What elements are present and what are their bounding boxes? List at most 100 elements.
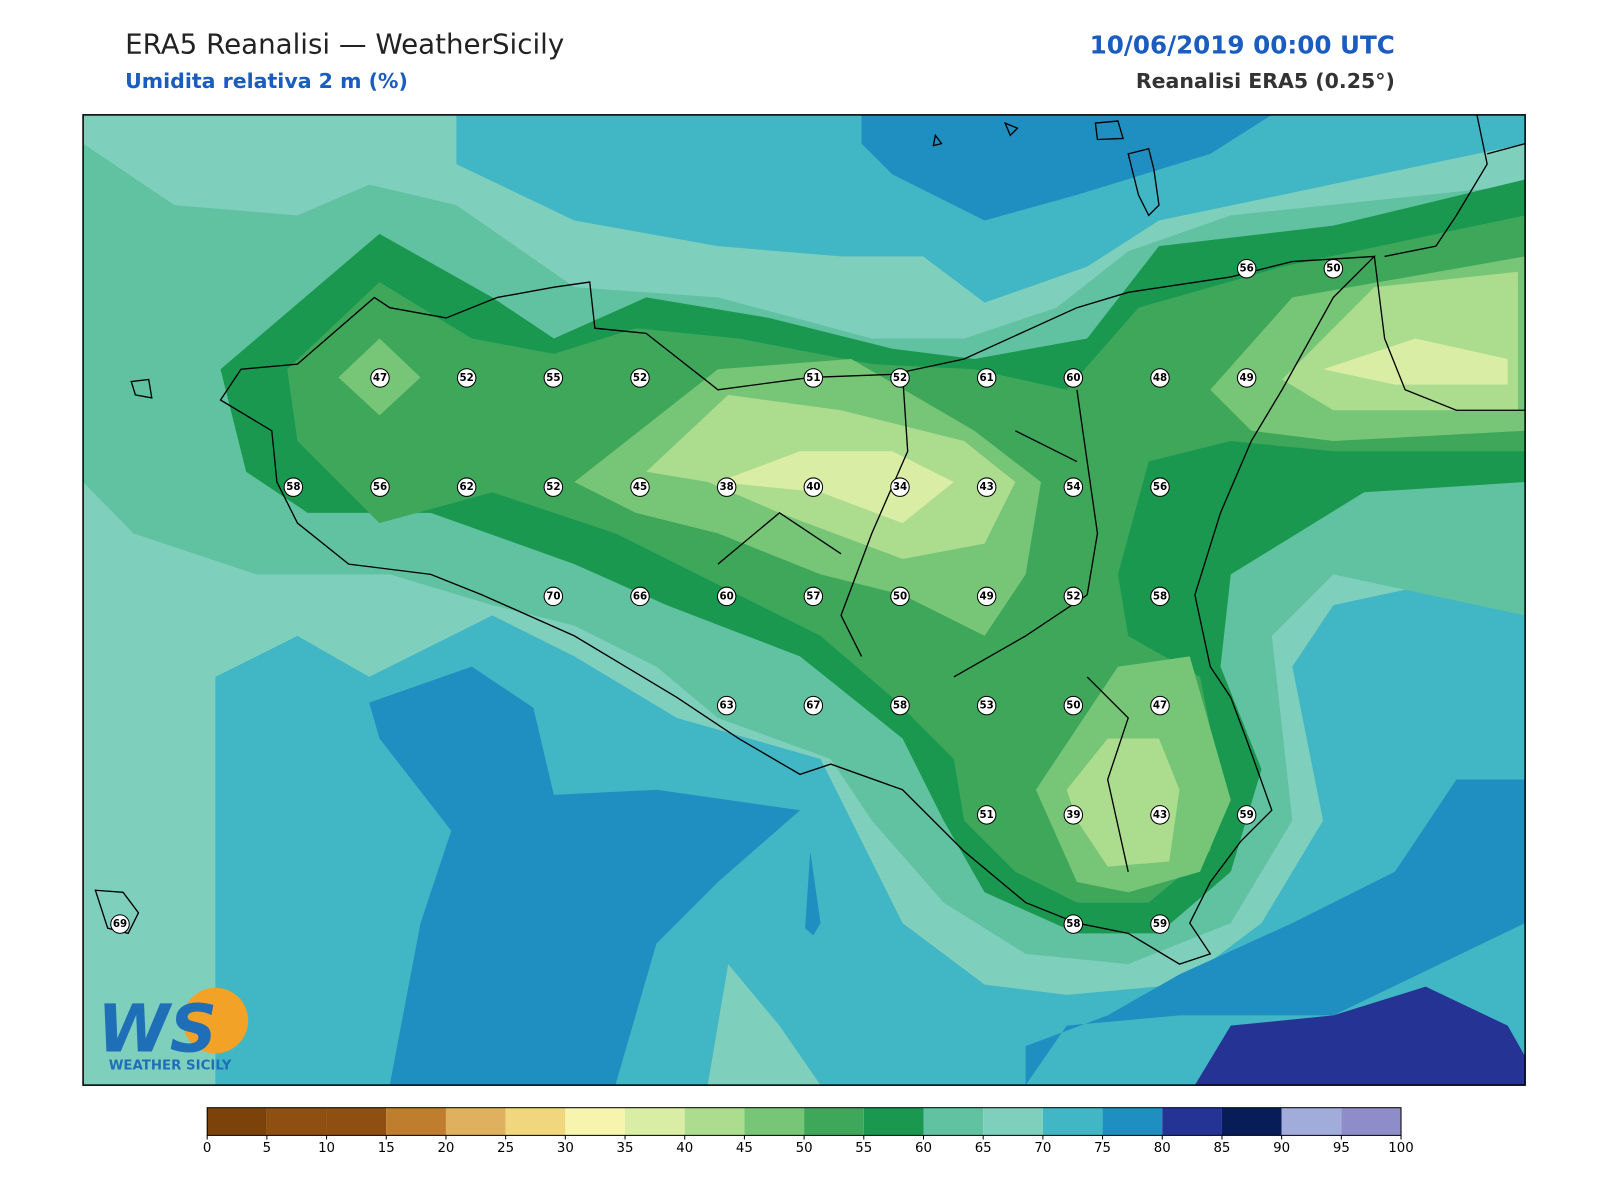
colorbar-tick-label: 5 (263, 1141, 271, 1156)
colorbar-tick-label: 45 (736, 1141, 753, 1156)
station-value: 58 (286, 481, 300, 493)
logo-name: WEATHER SICILY (109, 1059, 232, 1074)
station-marker (543, 477, 564, 497)
colorbar-bin (804, 1107, 864, 1136)
station-value: 34 (893, 481, 907, 493)
colorbar-bin (1221, 1107, 1282, 1136)
colorbar-bin (1042, 1107, 1103, 1136)
station-marker (890, 586, 910, 607)
station-marker (370, 477, 390, 497)
map-field: 56 50 47 52 55 52 51 52 61 60 48 49 58 56 62 52 45 38 40 34… (83, 114, 1526, 1086)
station-value: 58 (1153, 590, 1167, 602)
station-value: 54 (1066, 481, 1080, 493)
station-marker (283, 477, 304, 497)
station-marker (1150, 368, 1170, 388)
colorbar-bin (386, 1107, 446, 1136)
station-marker (1063, 914, 1084, 934)
colorbar-bin (1281, 1107, 1342, 1136)
station-marker (716, 695, 737, 716)
station-value: 47 (1153, 700, 1167, 712)
station-marker (370, 368, 390, 388)
station-value: 52 (633, 372, 647, 384)
station-value: 49 (1240, 372, 1254, 384)
station-marker (976, 477, 997, 497)
station-value: 70 (546, 590, 560, 602)
station-marker (1150, 477, 1170, 497)
station-marker (803, 695, 824, 716)
station-marker (890, 368, 910, 388)
station-marker (1236, 258, 1257, 279)
station-value: 50 (893, 590, 907, 602)
subtitle: Umidita relativa 2 m (%) (125, 69, 408, 93)
station-marker (803, 368, 824, 388)
station-marker (456, 477, 477, 497)
station-value: 59 (1153, 918, 1167, 930)
colorbar-bin (1162, 1107, 1222, 1136)
colorbar-bin (505, 1107, 566, 1136)
station-value: 40 (806, 481, 820, 493)
colorbar-bin (326, 1107, 387, 1136)
station-marker (1063, 695, 1084, 716)
colorbar-bin (1102, 1107, 1163, 1136)
station-value: 58 (893, 700, 907, 712)
colorbar-tick-label: 60 (915, 1141, 932, 1156)
station-value: 56 (1153, 481, 1167, 493)
station-value: 58 (1066, 918, 1080, 930)
station-value: 62 (460, 481, 474, 493)
colorbar-tick-label: 65 (975, 1141, 992, 1156)
colorbar-tick-label: 95 (1333, 1141, 1350, 1156)
colorbar-tick-label: 100 (1388, 1141, 1413, 1156)
colorbar-tick-label: 10 (318, 1141, 335, 1156)
station-marker (1063, 586, 1084, 607)
station-value: 66 (633, 590, 647, 602)
colorbar-tick-label: 70 (1034, 1141, 1051, 1156)
logo-mark: WS (97, 991, 217, 1067)
station-value: 57 (806, 590, 820, 602)
station-value: 67 (806, 700, 820, 712)
colorbar-tick-label: 85 (1213, 1141, 1230, 1156)
station-value: 43 (1153, 809, 1167, 821)
source: Reanalisi ERA5 (0.25°) (1136, 69, 1395, 93)
colorbar-tick-label: 90 (1273, 1141, 1290, 1156)
station-marker (630, 586, 650, 607)
station-marker (1063, 805, 1084, 825)
station-value: 56 (1240, 263, 1254, 275)
station-value: 59 (1240, 809, 1254, 821)
station-value: 55 (546, 372, 560, 384)
colorbar-tick-label: 40 (676, 1141, 693, 1156)
colorbar-bin (863, 1107, 924, 1136)
station-marker (890, 695, 910, 716)
station-marker (1150, 805, 1170, 825)
colorbar-bin (744, 1107, 805, 1136)
station-marker (543, 586, 564, 607)
colorbar-bin (684, 1107, 745, 1136)
colorbar-tick-label: 20 (437, 1141, 454, 1156)
station-marker (456, 368, 477, 388)
colorbar-tick-label: 55 (855, 1141, 872, 1156)
colorbar-bin (983, 1107, 1043, 1136)
colorbar-tick-label: 80 (1154, 1141, 1171, 1156)
station-marker (630, 368, 650, 388)
station-value: 56 (373, 481, 387, 493)
station-marker (976, 695, 997, 716)
colorbar-bin (445, 1107, 506, 1136)
station-value: 52 (546, 481, 560, 493)
colorbar-bin (1341, 1107, 1402, 1136)
station-value: 52 (1066, 590, 1080, 602)
logo: WS WEATHER SICILY (97, 987, 249, 1074)
station-marker (1063, 368, 1084, 388)
station-value: 63 (720, 700, 734, 712)
station-value: 50 (1326, 263, 1340, 275)
station-marker (543, 368, 564, 388)
station-marker (1150, 586, 1170, 607)
colorbar-tick-label: 25 (497, 1141, 514, 1156)
station-marker (803, 477, 824, 497)
map-frame (82, 114, 1526, 1086)
title: ERA5 Reanalisi — WeatherSicily (125, 27, 564, 60)
station-value: 51 (806, 372, 820, 384)
station-marker (890, 477, 910, 497)
station-marker (976, 805, 997, 825)
station-value: 61 (980, 372, 994, 384)
station-marker (976, 368, 997, 388)
